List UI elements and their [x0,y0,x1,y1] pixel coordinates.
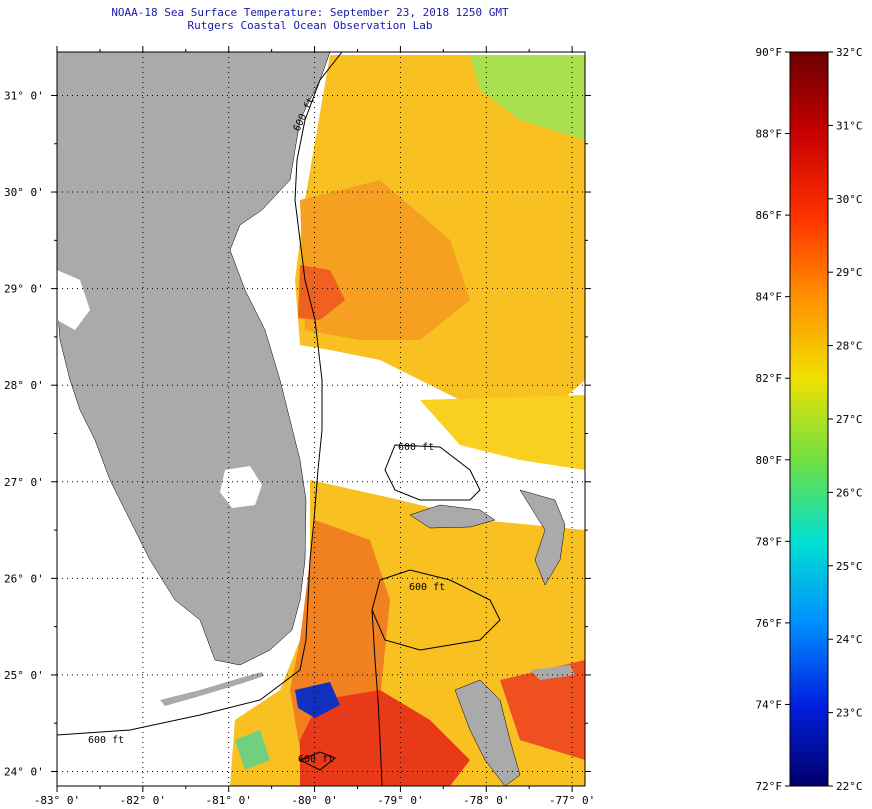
lat-label: 30° 0' [4,186,44,199]
sst-blue-patch [295,682,340,718]
colorbar-c-label: 23°C [836,707,863,720]
lat-label: 27° 0' [4,476,44,489]
florida-peninsula [57,52,331,666]
lon-label: -83° 0' [34,794,80,807]
colorbar-celsius-labels: 32°C 31°C 30°C 29°C 28°C 27°C 26°C 25°C 24°C 23°C… [836,46,863,793]
colorbar-c-label: 26°C [836,486,863,499]
lon-label: -78° 0' [463,794,509,807]
contour-florida-east [57,52,343,736]
colorbar-fahrenheit-labels: 90°F 88°F 86°F 84°F 82°F 80°F 78°F 76°F 74°F 72°F [756,46,783,793]
colorbar-f-label: 90°F [756,46,783,59]
colorbar-f-label: 86°F [756,209,783,222]
lat-label: 25° 0' [4,669,44,682]
land-layer [57,52,575,786]
sst-north-red [298,265,345,320]
lat-label: 24° 0' [4,766,44,779]
sst-north-east-green [470,55,585,140]
colorbar-c-label: 29°C [836,266,863,279]
florida-keys [160,672,264,706]
colorbar-c-label: 28°C [836,340,863,353]
colorbar-c-label: 27°C [836,413,863,426]
lon-label: -77° 0' [549,794,595,807]
colorbar-f-label: 82°F [756,372,783,385]
colorbar-c-label: 32°C [836,46,863,59]
abaco-island [519,489,566,586]
colorbar-ticks [785,51,833,787]
longitude-labels: -83° 0' -82° 0' -81° 0' -80° 0' -79° 0' -78° … [34,794,595,807]
lat-label: 31° 0' [4,89,44,102]
colorbar-c-label: 31°C [836,119,863,132]
colorbar-f-label: 72°F [756,780,783,793]
andros-island [454,679,521,786]
colorbar-c-label: 30°C [836,193,863,206]
colorbar-c-label: 25°C [836,560,863,573]
contour-label-bahama-north: 600 ft [398,442,434,453]
colorbar-c-label: 22°C [836,780,863,793]
lat-label: 26° 0' [4,572,44,585]
graticule [57,52,585,786]
map-tick-marks [51,46,591,792]
colorbar [789,51,829,787]
colorbar-f-label: 76°F [756,617,783,630]
map-content [57,52,585,786]
map-frame [56,51,586,787]
lake-okeechobee [220,466,262,508]
florida-panhandle-gulf [57,270,90,330]
latitude-labels: 31° 0' 30° 0' 29° 0' 28° 0' 27° 0' 26° 0' 25° … [4,89,44,778]
lat-label: 28° 0' [4,379,44,392]
grand-bahama [409,504,496,529]
colorbar-f-label: 74°F [756,698,783,711]
lon-label: -79° 0' [377,794,423,807]
colorbar-f-label: 80°F [756,454,783,467]
colorbar-f-label: 88°F [756,128,783,141]
eleuthera-island [530,665,575,680]
lon-label: -81° 0' [206,794,252,807]
lon-label: -82° 0' [120,794,166,807]
contour-bahama-bank-south [371,569,501,651]
contour-straits [371,609,383,786]
contour-label-gulf-south: 600 ft [298,754,334,765]
contour-label-keys: 600 ft [88,735,124,746]
sst-gulf-green [235,730,270,770]
lon-label: -80° 0' [291,794,337,807]
lat-label: 29° 0' [4,283,44,296]
sst-data-layer [230,55,585,786]
contour-label-bahama-south: 600 ft [409,582,445,593]
colorbar-c-label: 24°C [836,633,863,646]
sst-south-red [300,690,470,786]
contour-south-gulf [298,751,336,771]
colorbar-f-label: 78°F [756,535,783,548]
bathymetry-contours [57,52,501,786]
colorbar-f-label: 84°F [756,291,783,304]
sst-east-red [500,660,585,760]
map-title: NOAA-18 Sea Surface Temperature: Septemb… [111,6,509,19]
map-subtitle: Rutgers Coastal Ocean Observation Lab [187,19,433,32]
contour-bahama-bank-north [384,444,481,501]
sst-mid-band [420,395,585,470]
